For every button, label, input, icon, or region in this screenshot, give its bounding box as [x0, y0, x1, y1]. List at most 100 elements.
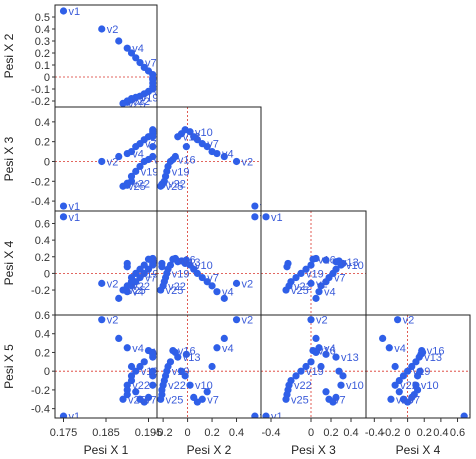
data-point-v3[interactable] — [115, 334, 123, 343]
data-point-v2[interactable] — [232, 316, 241, 324]
data-point-v19[interactable] — [132, 167, 140, 175]
data-point-v4[interactable] — [213, 288, 221, 296]
data-point-v6[interactable] — [203, 278, 211, 286]
data-point-v2[interactable] — [98, 279, 106, 287]
data-point-v16[interactable] — [418, 346, 426, 355]
data-point-v19[interactable] — [404, 367, 412, 375]
data-point-v4[interactable] — [123, 44, 131, 52]
data-point-v13[interactable] — [149, 133, 157, 141]
data-point-v24[interactable] — [283, 263, 291, 271]
data-point-v18[interactable] — [136, 362, 144, 371]
data-point-v9[interactable] — [332, 265, 340, 273]
data-point-v14[interactable] — [149, 74, 157, 82]
data-point-v17[interactable] — [140, 157, 148, 166]
data-point-v5[interactable] — [127, 147, 136, 156]
data-point-v9[interactable] — [332, 393, 340, 401]
data-point-v10[interactable] — [186, 381, 194, 389]
data-point-v24[interactable] — [123, 390, 131, 399]
data-point-v6[interactable] — [322, 388, 330, 396]
data-point-v11[interactable] — [339, 372, 347, 380]
data-point-v17[interactable] — [307, 358, 315, 366]
data-point-v5[interactable] — [208, 147, 216, 156]
data-point-v25[interactable] — [387, 395, 395, 403]
data-point-v8[interactable] — [404, 398, 412, 406]
data-point-v18[interactable] — [302, 362, 310, 371]
data-point-v14[interactable] — [149, 143, 157, 151]
data-point-v16[interactable] — [169, 346, 177, 355]
data-point-v17[interactable] — [412, 358, 420, 366]
data-point-v2[interactable] — [232, 157, 241, 166]
data-point-v25[interactable] — [282, 286, 290, 294]
data-point-v19[interactable] — [132, 367, 140, 375]
data-point-v2[interactable] — [307, 316, 315, 324]
data-point-v19[interactable] — [297, 269, 305, 277]
data-point-v25[interactable] — [119, 395, 127, 403]
data-point-v25[interactable] — [157, 395, 165, 403]
data-point-v1[interactable] — [460, 412, 468, 420]
data-point-v25[interactable] — [119, 286, 127, 294]
data-point-v9[interactable] — [190, 133, 198, 141]
data-point-v2[interactable] — [307, 279, 315, 287]
data-point-v13[interactable] — [174, 133, 182, 141]
data-point-v1[interactable] — [251, 213, 259, 221]
data-point-v9[interactable] — [144, 393, 153, 401]
data-point-v1[interactable] — [262, 412, 270, 420]
data-point-v20[interactable] — [292, 273, 300, 282]
data-point-v22[interactable] — [391, 381, 399, 389]
data-point-v6[interactable] — [132, 54, 140, 62]
data-point-v18[interactable] — [136, 162, 144, 171]
data-point-v18[interactable] — [302, 265, 310, 273]
data-point-v24[interactable] — [410, 390, 418, 399]
data-point-v5[interactable] — [317, 282, 325, 290]
data-point-v8[interactable] — [140, 398, 148, 406]
data-point-v4[interactable] — [385, 344, 393, 352]
data-point-v3[interactable] — [115, 294, 123, 302]
data-point-v7[interactable] — [198, 140, 206, 148]
data-point-v24[interactable] — [123, 263, 131, 271]
data-point-v13[interactable] — [332, 258, 340, 266]
data-point-v5[interactable] — [208, 282, 216, 290]
data-point-v3[interactable] — [220, 294, 228, 302]
data-point-v1[interactable] — [59, 202, 68, 210]
data-point-v25[interactable] — [119, 99, 127, 107]
data-point-v2[interactable] — [394, 316, 402, 324]
data-point-v1[interactable] — [59, 213, 68, 221]
data-point-v1[interactable] — [59, 7, 68, 15]
data-point-v16[interactable] — [309, 346, 317, 355]
data-point-v25[interactable] — [157, 286, 165, 294]
data-point-v14[interactable] — [322, 256, 330, 264]
data-point-v6[interactable] — [132, 388, 140, 396]
data-point-v2[interactable] — [232, 279, 241, 287]
data-point-v21[interactable] — [395, 376, 403, 385]
data-point-v9[interactable] — [190, 393, 198, 401]
data-point-v16[interactable] — [144, 346, 153, 355]
data-point-v3[interactable] — [379, 334, 387, 343]
data-point-v3[interactable] — [115, 152, 123, 161]
data-point-v4[interactable] — [315, 288, 323, 296]
data-point-v4[interactable] — [213, 344, 221, 352]
data-point-v5[interactable] — [317, 362, 325, 371]
data-point-v1[interactable] — [251, 202, 259, 210]
data-point-v12[interactable] — [335, 367, 343, 375]
data-point-v2[interactable] — [98, 25, 106, 33]
data-point-v12[interactable] — [177, 367, 186, 375]
data-point-v5[interactable] — [208, 362, 216, 371]
data-point-v4[interactable] — [123, 344, 131, 352]
data-point-v5[interactable] — [391, 362, 399, 371]
data-point-v3[interactable] — [115, 37, 123, 45]
data-point-v25[interactable] — [119, 182, 127, 190]
data-point-v25[interactable] — [282, 395, 290, 403]
data-point-v12[interactable] — [149, 367, 157, 375]
data-point-v10[interactable] — [337, 381, 345, 389]
data-point-v13[interactable] — [332, 353, 340, 361]
data-point-v7[interactable] — [198, 273, 206, 282]
data-point-v6[interactable] — [395, 388, 403, 396]
data-point-v20[interactable] — [292, 372, 300, 380]
data-point-v1[interactable] — [262, 213, 270, 221]
data-point-v14[interactable] — [322, 350, 330, 358]
data-point-v17[interactable] — [307, 261, 315, 269]
data-point-v3[interactable] — [312, 294, 320, 302]
data-point-v7[interactable] — [136, 59, 144, 67]
data-point-v5[interactable] — [127, 49, 136, 57]
data-point-v14[interactable] — [182, 143, 190, 151]
